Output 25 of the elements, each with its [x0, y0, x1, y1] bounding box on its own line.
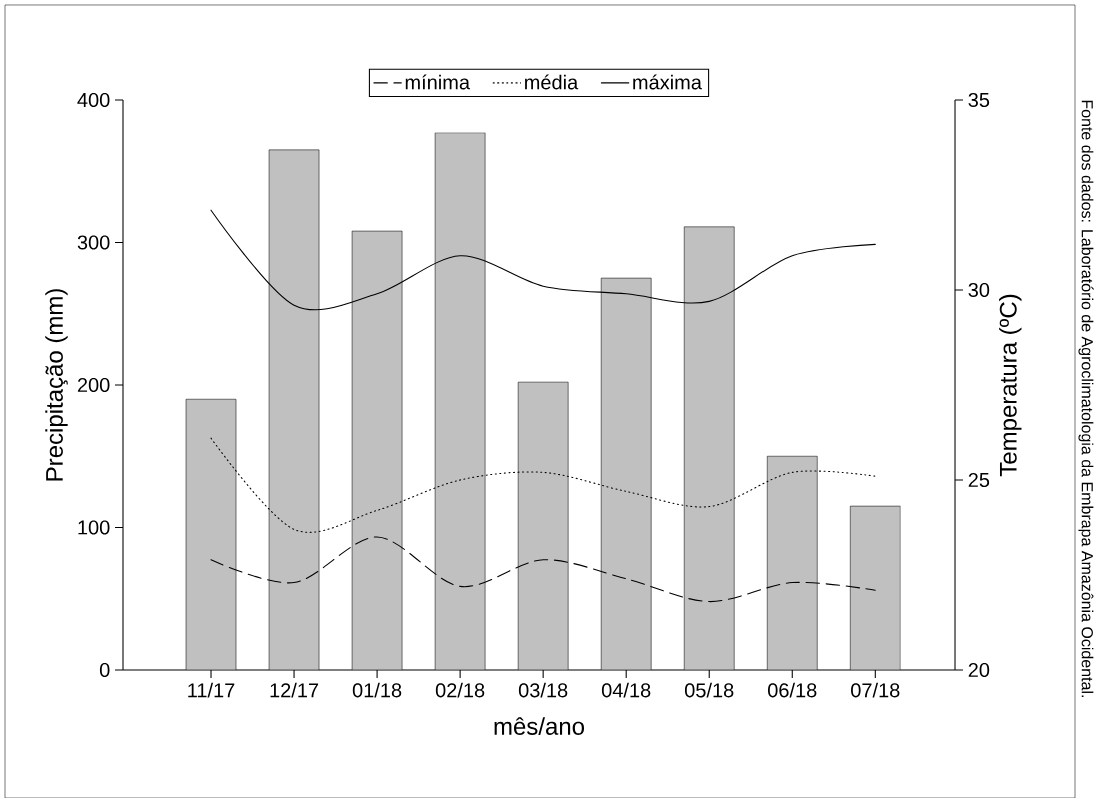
y-tick-label: 200 [77, 377, 110, 393]
y2-tick-label: 20 [968, 662, 990, 678]
x-tick-label: 03/18 [518, 682, 568, 698]
y-tick-label: 0 [99, 662, 110, 678]
y-tick-label: 400 [77, 92, 110, 108]
legend-label: mínima [405, 74, 471, 90]
x-axis-title: mês/ano [494, 717, 585, 735]
x-tick-label: 05/18 [684, 682, 734, 698]
x-tick-label: 01/18 [352, 682, 402, 698]
x-tick-label: 02/18 [435, 682, 485, 698]
legend-label: máxima [633, 74, 702, 90]
y2-axis-title: Temperatura (ºC) [999, 294, 1022, 477]
y-tick-label: 100 [78, 520, 110, 535]
source-note: Fonte dos dados: Laboratório de Agroclimatologia da Embrapa Amazônia Ocidental. [1078, 100, 1094, 698]
y2-tick-label: 30 [968, 282, 990, 298]
x-tick-label: 11/17 [188, 682, 235, 698]
y-tick-label: 300 [77, 235, 110, 250]
x-tick-label: 04/18 [601, 682, 651, 698]
x-tick-label: 07/18 [851, 682, 900, 698]
x-tick-label: 12/17 [270, 682, 319, 698]
y2-tick-label: 25 [968, 472, 990, 488]
y2-tick-label: 35 [968, 92, 990, 108]
x-tick-label: 06/18 [768, 682, 817, 698]
legend-label: média [525, 74, 579, 90]
y-axis-title: Precipitação (mm) [45, 289, 68, 481]
